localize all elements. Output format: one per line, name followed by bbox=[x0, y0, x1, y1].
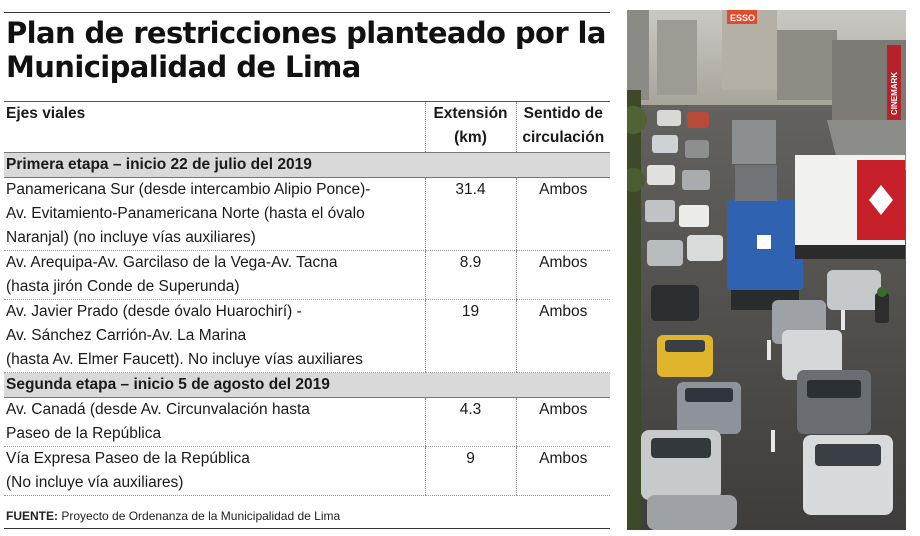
axis-line: (No incluye vía auxiliares) bbox=[6, 474, 184, 491]
header-axis: Ejes viales bbox=[4, 101, 425, 153]
infographic-panel: Plan de restricciones planteado por la M… bbox=[4, 0, 610, 536]
direction-cell: Ambos bbox=[515, 446, 610, 496]
km-cell: 19 bbox=[424, 299, 516, 373]
title-line-2: Municipalidad de Lima bbox=[6, 50, 361, 84]
axis-line: Av. Arequipa-Av. Garcilaso de la Vega-Av… bbox=[6, 254, 338, 271]
header-extension-line-2: (km) bbox=[454, 129, 487, 146]
header-direction-line-2: circulación bbox=[522, 129, 605, 146]
axis-line: Vía Expresa Paseo de la República bbox=[6, 450, 250, 467]
km-cell: 31.4 bbox=[424, 177, 516, 251]
table-row: Av. Arequipa-Av. Garcilaso de la Vega-Av… bbox=[4, 250, 610, 300]
section-row-second-stage: Segunda etapa – inicio 5 de agosto del 2… bbox=[4, 372, 610, 398]
axis-line: Naranjal) (no incluye vías auxiliares) bbox=[6, 229, 256, 246]
bottom-rule bbox=[4, 528, 610, 529]
axis-line: Av. Sánchez Carrión-Av. La Marina bbox=[6, 327, 247, 344]
axis-cell: Panamericana Sur (desde intercambio Alip… bbox=[4, 177, 425, 251]
table-header-row: Ejes viales Extensión (km) Sentido de ci… bbox=[4, 101, 610, 153]
section-label: Segunda etapa – inicio 5 de agosto del 2… bbox=[4, 372, 610, 398]
axis-line: Paseo de la República bbox=[6, 425, 162, 442]
title-line-1: Plan de restricciones planteado por la bbox=[6, 16, 606, 50]
axis-line: Av. Evitamiento-Panamericana Norte (hast… bbox=[6, 205, 365, 222]
axis-line: (hasta Av. Elmer Faucett). No incluye ví… bbox=[6, 351, 363, 368]
km-cell: 9 bbox=[424, 446, 516, 496]
direction-cell: Ambos bbox=[515, 177, 610, 251]
direction-cell: Ambos bbox=[515, 250, 610, 300]
sign-text: ESSO bbox=[730, 13, 755, 23]
axis-cell: Av. Javier Prado (desde óvalo Huarochirí… bbox=[4, 299, 425, 373]
table-row: Panamericana Sur (desde intercambio Alip… bbox=[4, 177, 610, 251]
axis-cell: Av. Arequipa-Av. Garcilaso de la Vega-Av… bbox=[4, 250, 425, 300]
table-row: Av. Canadá (desde Av. Circunvalación has… bbox=[4, 397, 610, 447]
source-note: FUENTE: Proyecto de Ordenanza de la Muni… bbox=[6, 509, 340, 523]
traffic-photo-illustration: CINEMARK ESSO bbox=[627, 10, 906, 530]
direction-cell: Ambos bbox=[515, 299, 610, 373]
direction-cell: Ambos bbox=[515, 397, 610, 447]
header-extension: Extensión (km) bbox=[424, 101, 516, 153]
km-cell: 4.3 bbox=[424, 397, 516, 447]
billboard-text: CINEMARK bbox=[890, 72, 899, 115]
source-text: Proyecto de Ordenanza de la Municipalida… bbox=[61, 509, 341, 523]
section-label: Primera etapa – inicio 22 de julio del 2… bbox=[4, 152, 610, 178]
km-cell: 8.9 bbox=[424, 250, 516, 300]
restrictions-table: Ejes viales Extensión (km) Sentido de ci… bbox=[4, 101, 610, 496]
table-row: Av. Javier Prado (desde óvalo Huarochirí… bbox=[4, 299, 610, 373]
source-label: FUENTE: bbox=[6, 509, 58, 523]
axis-line: Av. Canadá (desde Av. Circunvalación has… bbox=[6, 401, 310, 418]
section-row-first-stage: Primera etapa – inicio 22 de julio del 2… bbox=[4, 152, 610, 178]
top-rule bbox=[4, 12, 610, 13]
axis-line: (hasta jirón Conde de Superunda) bbox=[6, 278, 240, 295]
header-direction: Sentido de circulación bbox=[515, 101, 610, 153]
header-extension-line-1: Extensión bbox=[433, 105, 508, 122]
header-direction-line-1: Sentido de bbox=[523, 105, 603, 122]
axis-line: Panamericana Sur (desde intercambio Alip… bbox=[6, 181, 371, 198]
table-row: Vía Expresa Paseo de la República (No in… bbox=[4, 446, 610, 496]
axis-cell: Vía Expresa Paseo de la República (No in… bbox=[4, 446, 425, 496]
axis-cell: Av. Canadá (desde Av. Circunvalación has… bbox=[4, 397, 425, 447]
axis-line: Av. Javier Prado (desde óvalo Huarochirí… bbox=[6, 303, 302, 320]
page-title: Plan de restricciones planteado por la M… bbox=[6, 16, 606, 84]
traffic-photo: CINEMARK ESSO bbox=[627, 10, 906, 530]
